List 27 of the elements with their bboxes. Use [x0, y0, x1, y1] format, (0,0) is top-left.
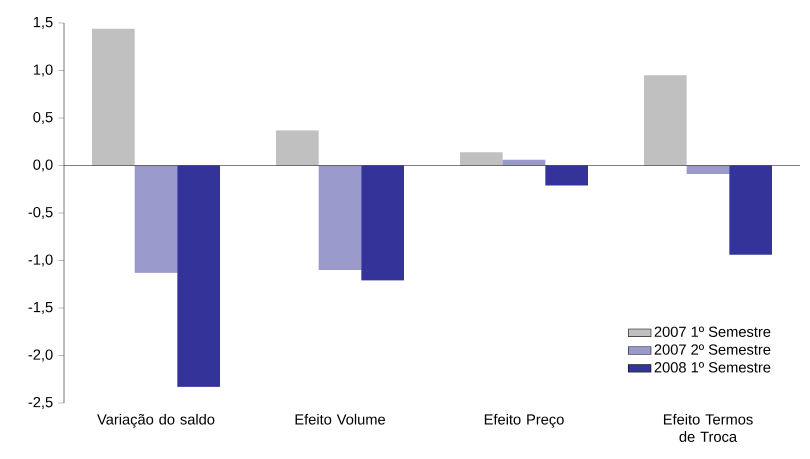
x-tick-label: Efeito Volume [296, 414, 386, 425]
bar [686, 165, 730, 174]
x-tick-label: Efeito Preço [484, 414, 564, 428]
legend-label: 2008 1º Semestre [654, 362, 770, 373]
y-tick-label: -2,0 [28, 349, 53, 362]
bar [361, 165, 404, 280]
bar [134, 165, 178, 273]
y-tick-label: -1,5 [28, 302, 53, 314]
bar [729, 165, 772, 255]
y-tick-label: 1,0 [34, 64, 53, 77]
y-tick-label: 1,5 [34, 17, 53, 29]
y-tick-label: -0,5 [28, 206, 53, 220]
bar [460, 152, 503, 166]
legend-label: 2007 1º Semestre [654, 326, 770, 337]
y-tick-label: 0,0 [33, 159, 53, 172]
bar [545, 165, 588, 186]
bar [318, 165, 362, 270]
bar [644, 75, 687, 166]
y-tick-label: 0,5 [33, 112, 53, 124]
bar [276, 130, 319, 166]
x-tick-label: Variação do saldo [97, 414, 214, 428]
legend-label: 2007 2º Semestre [654, 344, 770, 355]
x-tick-label: Efeito Termos de Troca [664, 414, 753, 442]
y-tick-label: -2,5 [28, 396, 53, 410]
bar [92, 28, 135, 166]
y-tick-label: -1,0 [28, 254, 53, 267]
bar [177, 165, 220, 387]
